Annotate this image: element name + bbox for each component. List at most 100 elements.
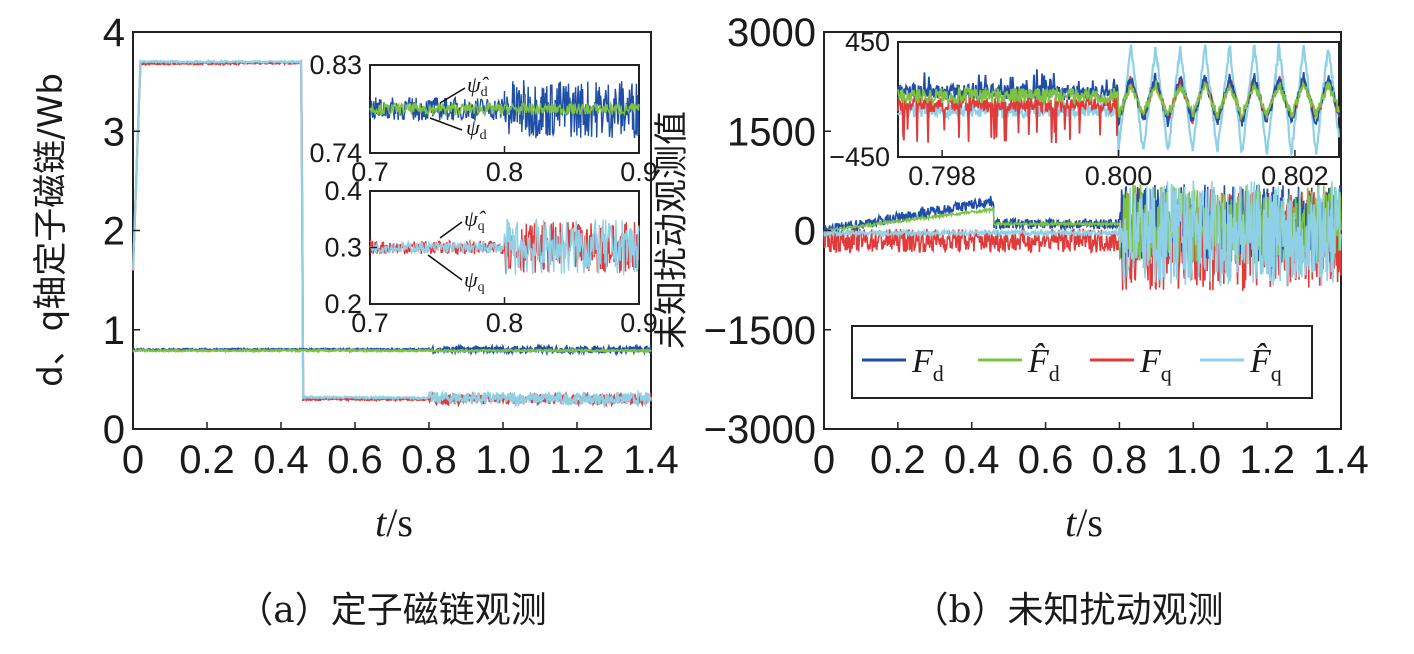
inset-q-pointer-hat — [439, 221, 463, 239]
y-tick-label: 0 — [103, 408, 125, 452]
inset-d-ticks: 0.7 0.8 0.9 0.74 0.83 — [309, 50, 657, 187]
x-tick-label: 0.802 — [1261, 161, 1329, 191]
inset-d-pointer — [429, 117, 463, 131]
panel-a-series — [131, 58, 653, 410]
x-tick-label: 0.8 — [1092, 438, 1148, 482]
panel-a-x-axis-label-unit: /s — [386, 500, 413, 545]
x-tick-label: 0.9 — [620, 157, 658, 187]
panel-a-y-ticks: 0 1 2 3 4 — [103, 11, 140, 452]
series-line-3 — [131, 58, 653, 410]
inset-q-pointer — [427, 254, 463, 281]
series-line-3 — [823, 180, 1342, 287]
inset-d-series — [369, 80, 640, 139]
inset-series-line-1 — [369, 217, 640, 276]
x-tick-label: 0.4 — [253, 438, 309, 482]
x-tick-label: 0.8 — [486, 308, 524, 338]
legend-label: Fq — [1139, 343, 1172, 386]
legend-label-subscript: q — [1271, 361, 1282, 386]
panel-b-caption: （b）未知扰动观测 — [912, 590, 1223, 631]
legend-label: F̂q — [1249, 342, 1282, 386]
inset-series-line-1 — [369, 100, 640, 118]
y-tick-label: −450 — [829, 142, 890, 172]
legend-label-symbol: F — [1139, 343, 1162, 380]
y-tick-label: 1 — [103, 309, 125, 353]
inset-q-ticks: 0.7 0.8 0.9 0.2 0.3 0.4 — [324, 176, 657, 338]
inset-q-annotation-subscript: q — [478, 280, 485, 295]
x-tick-label: 0.7 — [351, 157, 389, 187]
panel-a-inset-d: 0.7 0.8 0.90.740.83 ψ̂d ψd — [309, 50, 657, 187]
panel-b-x-axis-label-unit: /s — [1076, 500, 1103, 545]
panel-b-x-axis-label: t/s — [1065, 500, 1103, 545]
y-tick-label: 1500 — [727, 110, 816, 154]
x-tick-label: 1.2 — [1239, 438, 1295, 482]
y-tick-label: −1500 — [704, 309, 816, 353]
y-tick-label: −3000 — [704, 408, 816, 452]
y-tick-label: 0.4 — [324, 176, 362, 206]
inset-d-annotation: ψd — [466, 115, 487, 143]
panel-b-y-ticks: −3000 −1500 0 1500 3000 — [704, 11, 831, 452]
legend-entries: Fd F̂d Fq F̂q — [862, 342, 1282, 386]
panel-a-y-axis-label: d、q轴定子磁链/Wb — [31, 73, 71, 387]
inset-b-ticks: 0.798 0.800 0.802 −450 450 — [829, 27, 1329, 191]
y-tick-label: 0.3 — [324, 233, 362, 263]
legend-label: Fd — [911, 343, 944, 386]
y-tick-label: 0 — [794, 210, 816, 254]
inset-q-series — [369, 217, 640, 276]
panel-b: 0 0.2 0.4 0.6 0.8 1.0 1.2 1.4 −3000 −1500 0 1500 30… — [652, 11, 1369, 631]
y-tick-label: 0.2 — [324, 289, 362, 319]
legend-label-subscript: d — [933, 361, 944, 386]
x-tick-label: 0.8 — [401, 438, 457, 482]
x-tick-label: 0.4 — [944, 438, 1000, 482]
panel-b-inset: 0.798 0.800 0.802 −450 450 — [829, 27, 1341, 191]
legend-label: F̂d — [1027, 342, 1060, 386]
y-tick-label: 3 — [103, 110, 125, 154]
inset-q-annotation: ψq — [464, 267, 485, 295]
x-tick-label: 1.2 — [549, 438, 605, 482]
x-tick-label: 0.2 — [179, 438, 235, 482]
inset-d-annotation-subscript: d — [480, 128, 487, 143]
x-tick-label: 0.6 — [327, 438, 383, 482]
x-tick-label: 0.9 — [620, 308, 658, 338]
inset-d-annotation-hat-subscript: d — [481, 85, 488, 100]
legend-label-subscript: q — [1161, 361, 1172, 386]
inset-d-pointer-hat — [439, 87, 466, 104]
panel-b-legend: Fd F̂d Fq F̂q — [851, 325, 1313, 399]
panel-a-x-ticks: 0 0.2 0.4 0.6 0.8 1.0 1.2 1.4 — [122, 422, 679, 482]
x-tick-label: 0.800 — [1085, 161, 1153, 191]
x-tick-label: 0.7 — [351, 308, 389, 338]
y-tick-label: 0.83 — [309, 50, 362, 80]
series-line-1 — [132, 347, 652, 354]
x-tick-label: 1.4 — [1313, 438, 1369, 482]
legend-frame — [851, 325, 1313, 399]
inset-series-line-3 — [897, 79, 1340, 122]
panel-a-x-axis-label: t/s — [375, 500, 413, 545]
y-tick-label: 0.74 — [309, 138, 362, 168]
panel-b-x-ticks: 0 0.2 0.4 0.6 0.8 1.0 1.2 1.4 — [813, 422, 1369, 482]
x-tick-label: 1.0 — [475, 438, 531, 482]
panel-a-x-axis-label-var: t — [375, 500, 387, 545]
panel-b-x-axis-label-var: t — [1065, 500, 1077, 545]
y-tick-label: 4 — [103, 11, 125, 55]
inset-q-annotation-symbol: ψ — [464, 267, 478, 292]
x-tick-label: 1.0 — [1165, 438, 1221, 482]
panel-b-y-axis-label: 未知扰动观测值 — [652, 111, 692, 349]
y-tick-label: 450 — [845, 27, 890, 57]
x-tick-label: 0.6 — [1018, 438, 1074, 482]
legend-label-symbol: F̂ — [1249, 342, 1272, 380]
panel-a-caption: （a）定子磁链观测 — [237, 590, 546, 631]
legend-label-symbol: F — [911, 343, 934, 380]
x-tick-label: 0 — [813, 438, 835, 482]
legend-label-subscript: d — [1049, 361, 1060, 386]
x-tick-label: 0 — [122, 438, 144, 482]
y-tick-label: 2 — [103, 210, 125, 254]
inset-q-annotation-hat-subscript: q — [478, 219, 485, 234]
legend-label-symbol: F̂ — [1027, 342, 1050, 380]
x-tick-label: 0.798 — [908, 161, 976, 191]
panel-a-inset-q: 0.7 0.8 0.90.20.30.4 ψ̂q ψq — [324, 176, 657, 338]
x-tick-label: 0.2 — [870, 438, 926, 482]
panel-a: 0 0.2 0.4 0.6 0.8 1.0 1.2 1.4 0 1 2 3 4 d、q轴定子磁链/Wb… — [31, 11, 679, 631]
inset-d-annotation-symbol: ψ — [466, 115, 480, 140]
y-tick-label: 3000 — [727, 11, 816, 55]
x-tick-label: 1.4 — [623, 438, 679, 482]
